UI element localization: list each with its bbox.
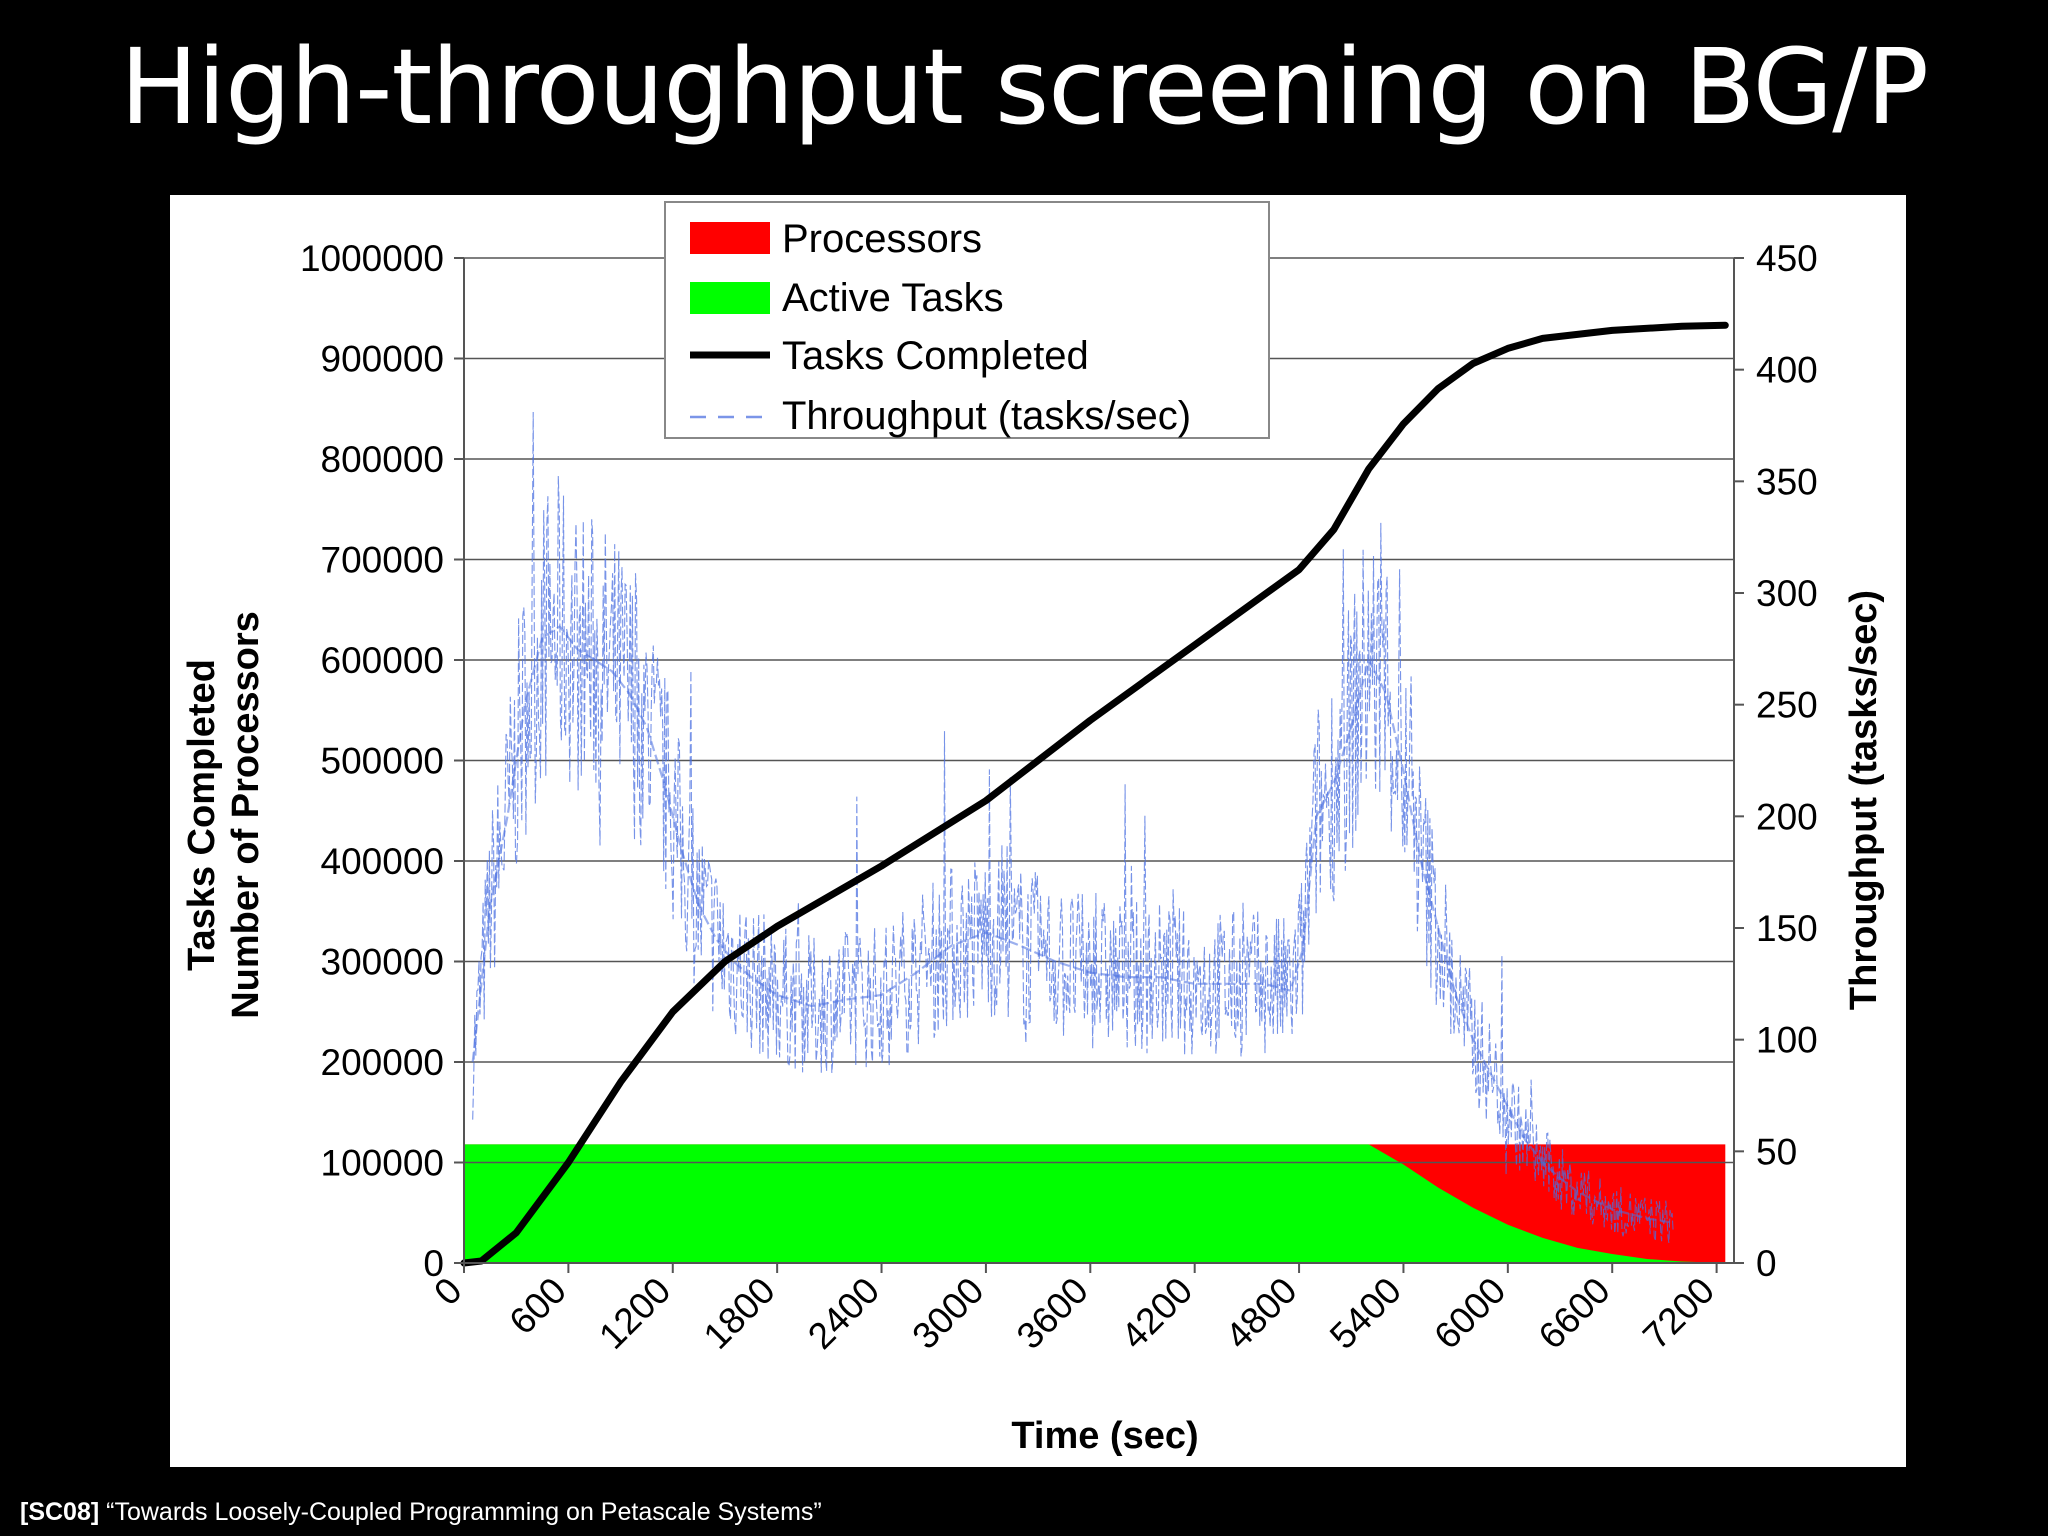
x-tick-label: 2400 xyxy=(800,1270,887,1357)
y2-tick-label: 300 xyxy=(1756,573,1818,614)
throughput-layer xyxy=(471,411,1674,1243)
x-axis-title: Time (sec) xyxy=(1011,1415,1198,1457)
legend-label-tasks-completed: Tasks Completed xyxy=(782,334,1089,378)
footer-text: “Towards Loosely-Coupled Programming on … xyxy=(99,1498,822,1526)
legend-label-processors: Processors xyxy=(782,217,982,261)
slide-title: High-throughput screening on BG/P xyxy=(119,26,1929,148)
y-tick-label: 900000 xyxy=(321,339,444,380)
active-tasks-area xyxy=(464,1144,1726,1263)
x-tick-label: 6000 xyxy=(1426,1270,1513,1357)
chart: 0 100000 200000 300000 400000 500000 600000 700… xyxy=(181,201,1885,1457)
y-axis-title-line2: Number of Processors xyxy=(225,611,267,1019)
x-tick-label: 1200 xyxy=(591,1270,678,1357)
legend-swatch-active-tasks xyxy=(690,282,770,314)
x-tick-label: 7200 xyxy=(1635,1270,1722,1357)
y2-tick-label: 400 xyxy=(1756,350,1818,391)
y-tick-label: 400000 xyxy=(321,841,444,882)
x-tick-label: 600 xyxy=(501,1270,574,1343)
x-tick-label: 4800 xyxy=(1218,1270,1305,1357)
x-tick-label: 6600 xyxy=(1531,1270,1618,1357)
y2-axis-title: Throughput (tasks/sec) xyxy=(1843,590,1885,1010)
x-tick-label: 1800 xyxy=(696,1270,783,1357)
footer-citation: [SC08] “Towards Loosely-Coupled Programm… xyxy=(20,1498,822,1527)
y2-tick-label: 200 xyxy=(1756,796,1818,837)
y2-tick-label: 50 xyxy=(1756,1131,1797,1172)
y2-tick-label: 350 xyxy=(1756,461,1818,502)
chart-panel: 0 100000 200000 300000 400000 500000 600000 700… xyxy=(170,195,1906,1467)
x-tick-label: 3600 xyxy=(1009,1270,1096,1357)
y2-tick-label: 450 xyxy=(1756,238,1818,279)
throughput-line xyxy=(472,411,1674,1243)
axes xyxy=(454,257,1744,1273)
legend: Processors Active Tasks Tasks Completed … xyxy=(664,201,1270,439)
x-tick-label: 5400 xyxy=(1322,1270,1409,1357)
legend-label-throughput: Throughput (tasks/sec) xyxy=(782,394,1191,438)
y-axis-title-line1: Tasks Completed xyxy=(181,659,223,971)
y2-tick-label: 150 xyxy=(1756,908,1818,949)
y2-tick-label: 100 xyxy=(1756,1020,1818,1061)
tasks-completed-line xyxy=(460,321,1729,1267)
area-layer xyxy=(464,1144,1726,1263)
y-tick-label: 700000 xyxy=(321,540,444,581)
x-tick-label: 4200 xyxy=(1113,1270,1200,1357)
y2-tick-label: 250 xyxy=(1756,685,1818,726)
y-tick-label: 800000 xyxy=(321,439,444,480)
x-tick-label: 3000 xyxy=(904,1270,991,1357)
y-tick-label: 100000 xyxy=(321,1143,444,1184)
footer-ref: [SC08] xyxy=(20,1498,100,1526)
y2-tick-label: 0 xyxy=(1756,1243,1777,1284)
throughput-trend xyxy=(471,625,1674,1224)
legend-label-active-tasks: Active Tasks xyxy=(782,276,1004,320)
y-tick-label: 1000000 xyxy=(300,238,444,279)
tasks-completed-layer xyxy=(460,321,1729,1267)
y-tick-label: 300000 xyxy=(321,942,444,983)
y-tick-label: 200000 xyxy=(321,1042,444,1083)
y-tick-label: 0 xyxy=(423,1243,444,1284)
y-tick-label: 500000 xyxy=(321,741,444,782)
legend-swatch-processors xyxy=(690,222,770,254)
y-tick-label: 600000 xyxy=(321,640,444,681)
